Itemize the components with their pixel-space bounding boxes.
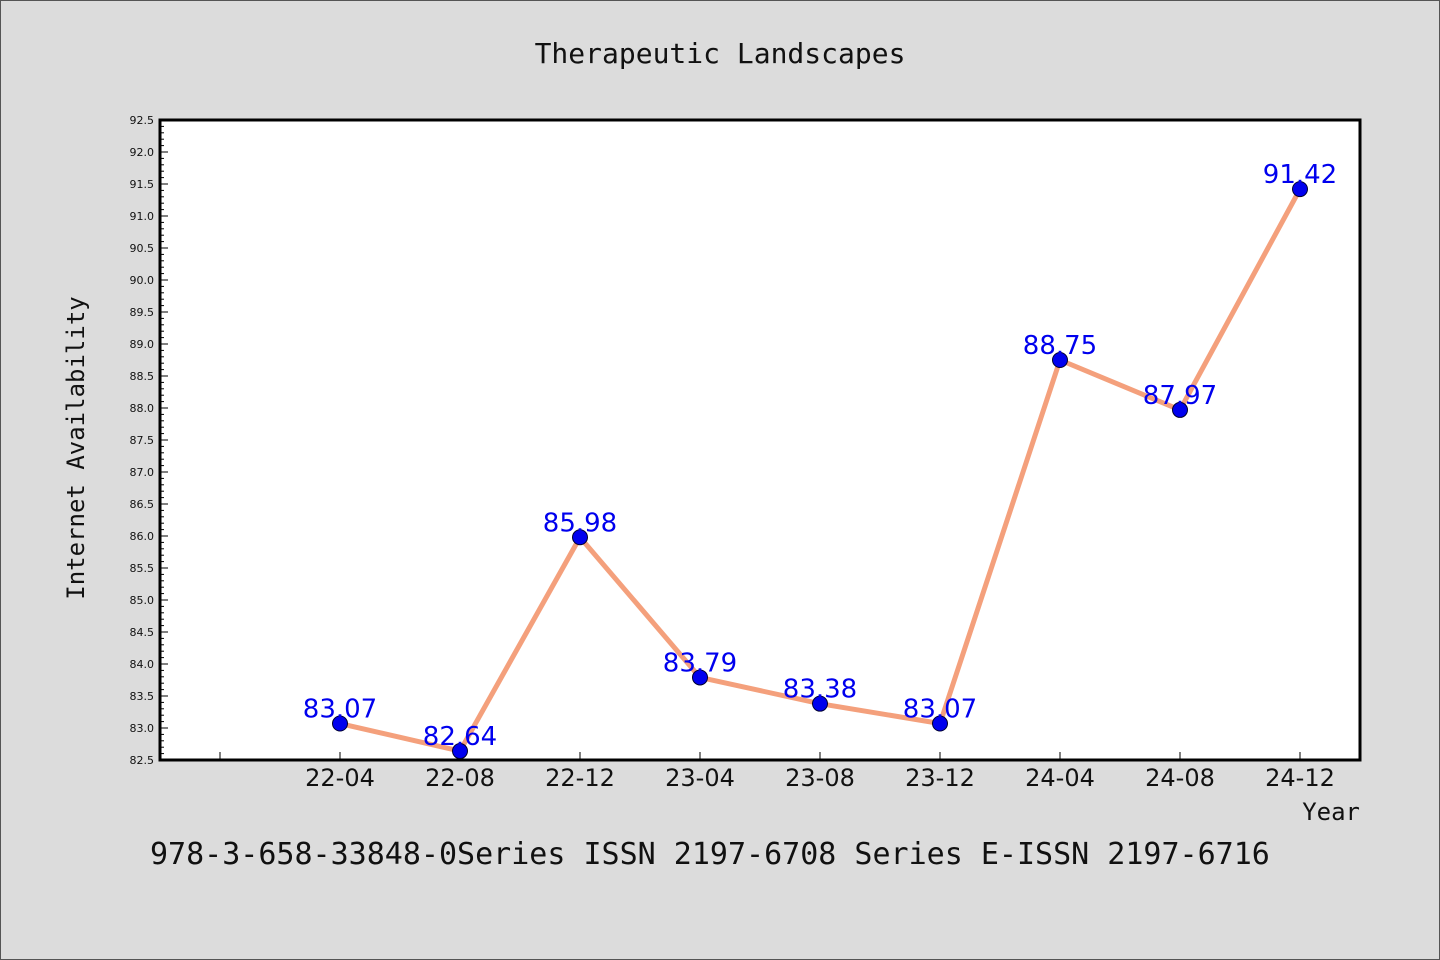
data-point [572, 529, 588, 546]
y-tick-label: 90.5 [130, 242, 155, 255]
y-tick-label: 82.5 [130, 754, 155, 767]
y-tick-label: 88.0 [130, 402, 155, 415]
x-tick-label: 22-08 [425, 764, 495, 792]
data-label: 91.42 [1263, 160, 1337, 190]
data-point [932, 715, 948, 732]
y-tick-label: 85.0 [130, 594, 155, 607]
x-tick-label: 22-04 [305, 764, 375, 792]
data-point [332, 715, 348, 732]
y-tick-label: 83.0 [130, 722, 155, 735]
data-point [452, 743, 468, 760]
y-tick-label: 86.0 [130, 530, 155, 543]
footer-text: 978-3-658-33848-0Series ISSN 2197-6708 S… [150, 837, 1270, 872]
data-label: 82.64 [423, 722, 497, 752]
y-tick-label: 91.0 [130, 210, 155, 223]
y-tick-label: 84.0 [130, 658, 155, 671]
y-tick-label: 89.5 [130, 306, 155, 319]
y-tick-label: 91.5 [130, 178, 155, 191]
x-axis-label: Year [1302, 798, 1360, 826]
x-tick-label: 23-08 [785, 764, 855, 792]
x-tick-label: 24-04 [1025, 764, 1095, 792]
data-label: 88.75 [1023, 331, 1097, 361]
y-tick-label: 90.0 [130, 274, 155, 287]
data-point [1172, 401, 1188, 418]
data-label: 83.79 [663, 648, 737, 678]
x-tick-label: 23-04 [665, 764, 735, 792]
chart-title: Therapeutic Landscapes [535, 37, 906, 70]
y-tick-label: 85.5 [130, 562, 155, 575]
data-point [692, 669, 708, 686]
data-label: 83.07 [303, 695, 377, 725]
data-label: 85.98 [543, 508, 617, 538]
x-tick-label: 22-12 [545, 764, 615, 792]
y-tick-label: 83.5 [130, 690, 155, 703]
data-point [1292, 181, 1308, 198]
data-label: 83.38 [783, 675, 857, 705]
y-tick-label: 87.0 [130, 466, 155, 479]
y-tick-label: 84.5 [130, 626, 155, 639]
x-tick-label: 24-12 [1265, 764, 1335, 792]
y-tick-label: 89.0 [130, 338, 155, 351]
y-tick-label: 92.0 [130, 146, 155, 159]
y-axis: 82.5 83.0 83.5 84.0 84.5 85.0 85.5 86.0 86.5 87.0… [130, 114, 168, 767]
x-tick-label: 23-12 [905, 764, 975, 792]
y-tick-label: 92.5 [130, 114, 155, 127]
y-tick-label: 88.5 [130, 370, 155, 383]
x-tick-label: 24-08 [1145, 764, 1215, 792]
data-point [1052, 352, 1068, 368]
data-label: 87.97 [1143, 381, 1217, 411]
y-tick-label: 86.5 [130, 498, 155, 511]
y-tick-label: 87.5 [130, 434, 155, 447]
y-axis-label: Internet Availability [62, 296, 90, 599]
data-label: 83.07 [903, 695, 977, 725]
data-point [812, 695, 828, 712]
data-series: 83.07 82.64 85.98 83.79 83.38 83.07 88.75 87.97… [303, 160, 1337, 760]
plot-area [158, 118, 1362, 762]
x-axis: 22-04 22-08 22-12 23-04 23-08 23-12 24-04 24-08… [219, 752, 1335, 792]
